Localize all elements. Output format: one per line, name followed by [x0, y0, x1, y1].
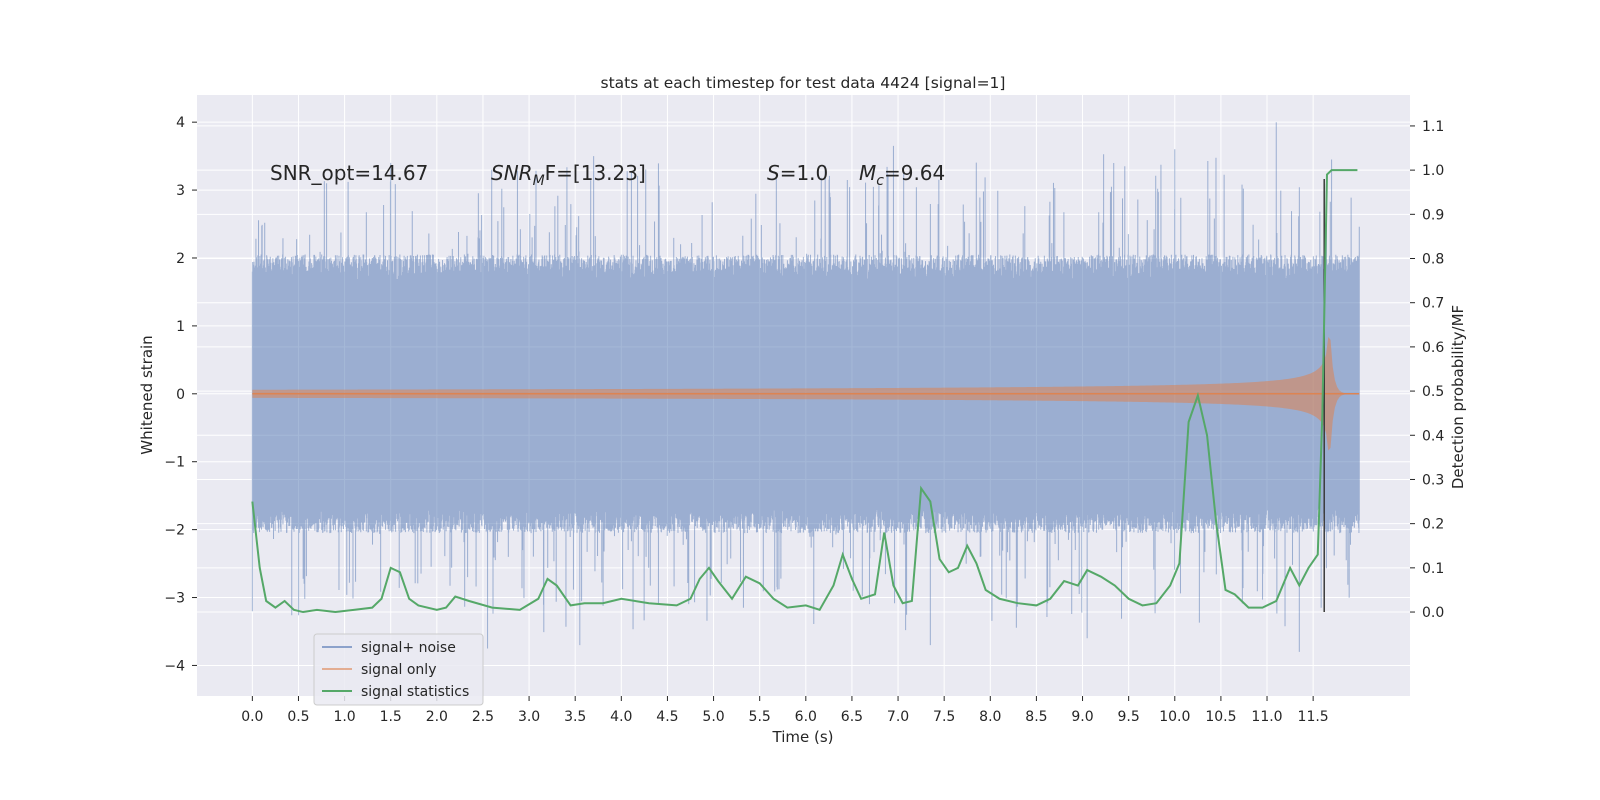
- x-tick-label: 9.5: [1118, 709, 1140, 725]
- y-tick-label: 0: [176, 387, 185, 403]
- y-tick-label: −4: [164, 658, 185, 674]
- snr-mf-subscript: M: [533, 173, 545, 189]
- y2-tick-label: 0.1: [1422, 561, 1444, 577]
- x-axis-ticks: 0.0 0.5 1.0 1.5 2.0 2.5 3.0 3.5 4.0 4.5 5.0 5.5 6.0 6…: [241, 696, 1329, 725]
- mc-name: M: [859, 161, 876, 185]
- x-tick-label: 3.5: [564, 709, 586, 725]
- legend-box: [313, 633, 484, 706]
- x-tick-label: 6.0: [795, 709, 817, 725]
- y2-tick-label: 0.2: [1422, 517, 1444, 533]
- legend: signal+ noise signal only signal statist…: [313, 633, 484, 706]
- x-tick-label: 1.5: [380, 709, 402, 725]
- y2-tick-label: 1.1: [1422, 119, 1444, 135]
- x-tick-label: 0.0: [241, 709, 263, 725]
- legend-label-signal-only: signal only: [361, 662, 436, 678]
- y2-tick-label: 1.0: [1422, 163, 1444, 179]
- x-tick-label: 3.0: [518, 709, 540, 725]
- x-tick-label: 6.5: [841, 709, 863, 725]
- y2-tick-label: 0.8: [1422, 252, 1444, 268]
- x-tick-label: 4.5: [656, 709, 678, 725]
- x-tick-label: 4.0: [610, 709, 632, 725]
- y2-tick-label: 0.5: [1422, 384, 1444, 400]
- y2-axis-label: Detection probability/MF: [1449, 305, 1467, 489]
- s-name: S: [767, 161, 780, 185]
- y-tick-label: −3: [164, 591, 185, 607]
- x-tick-label: 11.0: [1251, 709, 1282, 725]
- y2-tick-label: 0.4: [1422, 428, 1444, 444]
- series-signal-statistics: [251, 169, 1358, 614]
- y2-tick-label: 0.7: [1422, 296, 1444, 312]
- annotation-s: S=1.0: [767, 161, 828, 185]
- y2-tick-label: 0.9: [1422, 207, 1444, 223]
- mc-subscript: c: [876, 173, 884, 189]
- y-tick-label: 2: [176, 251, 185, 267]
- y-tick-label: 4: [176, 115, 185, 131]
- y-axis-label: Whitened strain: [138, 335, 156, 454]
- statistics-line: [251, 169, 1358, 614]
- x-tick-label: 2.5: [472, 709, 494, 725]
- s-value: =1.0: [780, 161, 829, 185]
- mc-value: =9.64: [884, 161, 945, 185]
- snr-mf-name: SNR: [491, 161, 533, 185]
- y2-axis-ticks: 0.0 0.1 0.2 0.3 0.4 0.5 0.6 0.7 0.8 0.9 1.0 1.1: [1410, 119, 1444, 621]
- annotation-snr-mf: SNRMF=[13.23]: [491, 161, 646, 189]
- x-tick-label: 7.5: [933, 709, 955, 725]
- snr-mf-value: F=[13.23]: [545, 161, 646, 185]
- y2-tick-label: 0.0: [1422, 605, 1444, 621]
- y-axis-ticks: −4 −3 −2 −1 0 1 2 3 4: [164, 115, 197, 674]
- series-signal-only: [252, 337, 1360, 451]
- annotation-group: SNR_opt=14.67 SNRMF=[13.23] S=1.0 Mc=9.6…: [270, 161, 945, 189]
- legend-label-signal-plus-noise: signal+ noise: [361, 640, 456, 656]
- x-tick-label: 0.5: [287, 709, 309, 725]
- y-tick-label: 1: [176, 319, 185, 335]
- x-tick-label: 5.5: [749, 709, 771, 725]
- y-tick-label: −1: [164, 455, 185, 471]
- y-tick-label: −2: [164, 523, 185, 539]
- x-tick-label: 2.0: [426, 709, 448, 725]
- chart-title: stats at each timestep for test data 442…: [601, 74, 1006, 92]
- x-tick-label: 7.0: [887, 709, 909, 725]
- x-tick-label: 10.5: [1205, 709, 1236, 725]
- x-tick-label: 1.0: [333, 709, 355, 725]
- x-axis-label: Time (s): [772, 728, 834, 746]
- legend-label-signal-statistics: signal statistics: [361, 684, 469, 700]
- x-tick-label: 5.0: [702, 709, 724, 725]
- annotation-mc: Mc=9.64: [859, 161, 945, 189]
- x-tick-label: 8.5: [1025, 709, 1047, 725]
- x-tick-label: 10.0: [1159, 709, 1190, 725]
- y2-tick-label: 0.3: [1422, 472, 1444, 488]
- x-tick-label: 9.0: [1071, 709, 1093, 725]
- y-tick-label: 3: [176, 183, 185, 199]
- x-tick-label: 8.0: [979, 709, 1001, 725]
- x-tick-label: 11.5: [1298, 709, 1329, 725]
- annotation-snr-opt: SNR_opt=14.67: [270, 161, 428, 185]
- y2-tick-label: 0.6: [1422, 340, 1444, 356]
